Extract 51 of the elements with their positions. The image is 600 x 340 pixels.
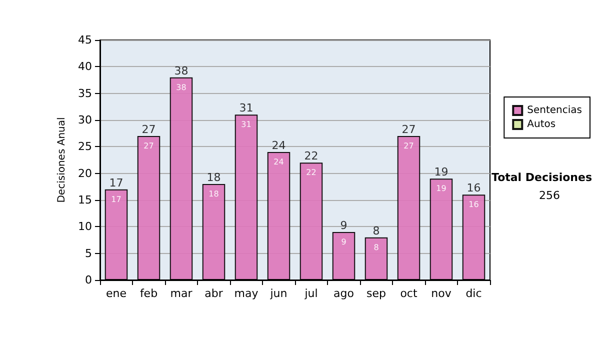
x-tick-label: nov [431, 287, 452, 300]
y-tick-label: 15 [78, 194, 92, 206]
y-tick-label: 25 [78, 140, 92, 154]
total-label: 16 [466, 182, 481, 195]
y-tick-label: 0 [85, 274, 92, 286]
data-label: 24 [274, 158, 284, 166]
data-label: 9 [341, 238, 346, 246]
legend-label: Sentencias [527, 105, 582, 116]
data-label: 27 [144, 142, 154, 150]
text: Total Decisiones [492, 171, 592, 184]
total-label: 31 [239, 102, 254, 115]
data-label: 38 [176, 82, 186, 92]
x-tick-label: may [234, 287, 259, 300]
x-tick-label: jul [304, 287, 318, 300]
total-label: 27 [402, 123, 416, 136]
text: 256 [539, 189, 560, 202]
y-tick-label: 10 [78, 220, 92, 234]
data-label: 22 [306, 168, 316, 178]
data-label: 27 [404, 142, 414, 150]
y-tick-label: 40 [78, 60, 92, 74]
y-tick-label: 30 [78, 114, 92, 126]
data-label: 8 [374, 242, 379, 252]
x-tick-label: mar [170, 287, 193, 300]
x-tick-label: dic [466, 287, 482, 300]
legend-label: Autos [527, 119, 556, 130]
x-tick-label: oct [400, 287, 418, 300]
data-label: 16 [468, 200, 479, 210]
data-label: 18 [208, 190, 219, 198]
total-label: 38 [174, 64, 188, 78]
total-label: 27 [142, 123, 156, 136]
y-tick-label: 45 [78, 34, 92, 46]
y-axis-title: Decisiones Anual [56, 117, 68, 203]
total-label: 18 [206, 171, 221, 184]
total-label: 19 [434, 166, 448, 179]
total-label: 17 [109, 176, 124, 190]
total-label: 22 [304, 150, 318, 163]
y-tick-label: 20 [78, 166, 92, 180]
data-label: 19 [436, 184, 446, 194]
total-label: 9 [340, 219, 348, 232]
data-label: 31 [241, 120, 252, 130]
x-tick-label: sep [366, 287, 386, 300]
x-tick-label: abr [204, 287, 224, 300]
y-tick-label: 35 [78, 86, 92, 100]
x-tick-label: jun [269, 287, 288, 300]
x-tick-label: feb [140, 287, 158, 300]
x-tick-label: ago [334, 287, 354, 300]
total-label: 8 [372, 224, 380, 238]
y-tick-label: 5 [85, 246, 92, 260]
x-tick-label: ene [106, 287, 127, 300]
total-label: 24 [272, 139, 286, 152]
data-label: 17 [111, 194, 122, 204]
